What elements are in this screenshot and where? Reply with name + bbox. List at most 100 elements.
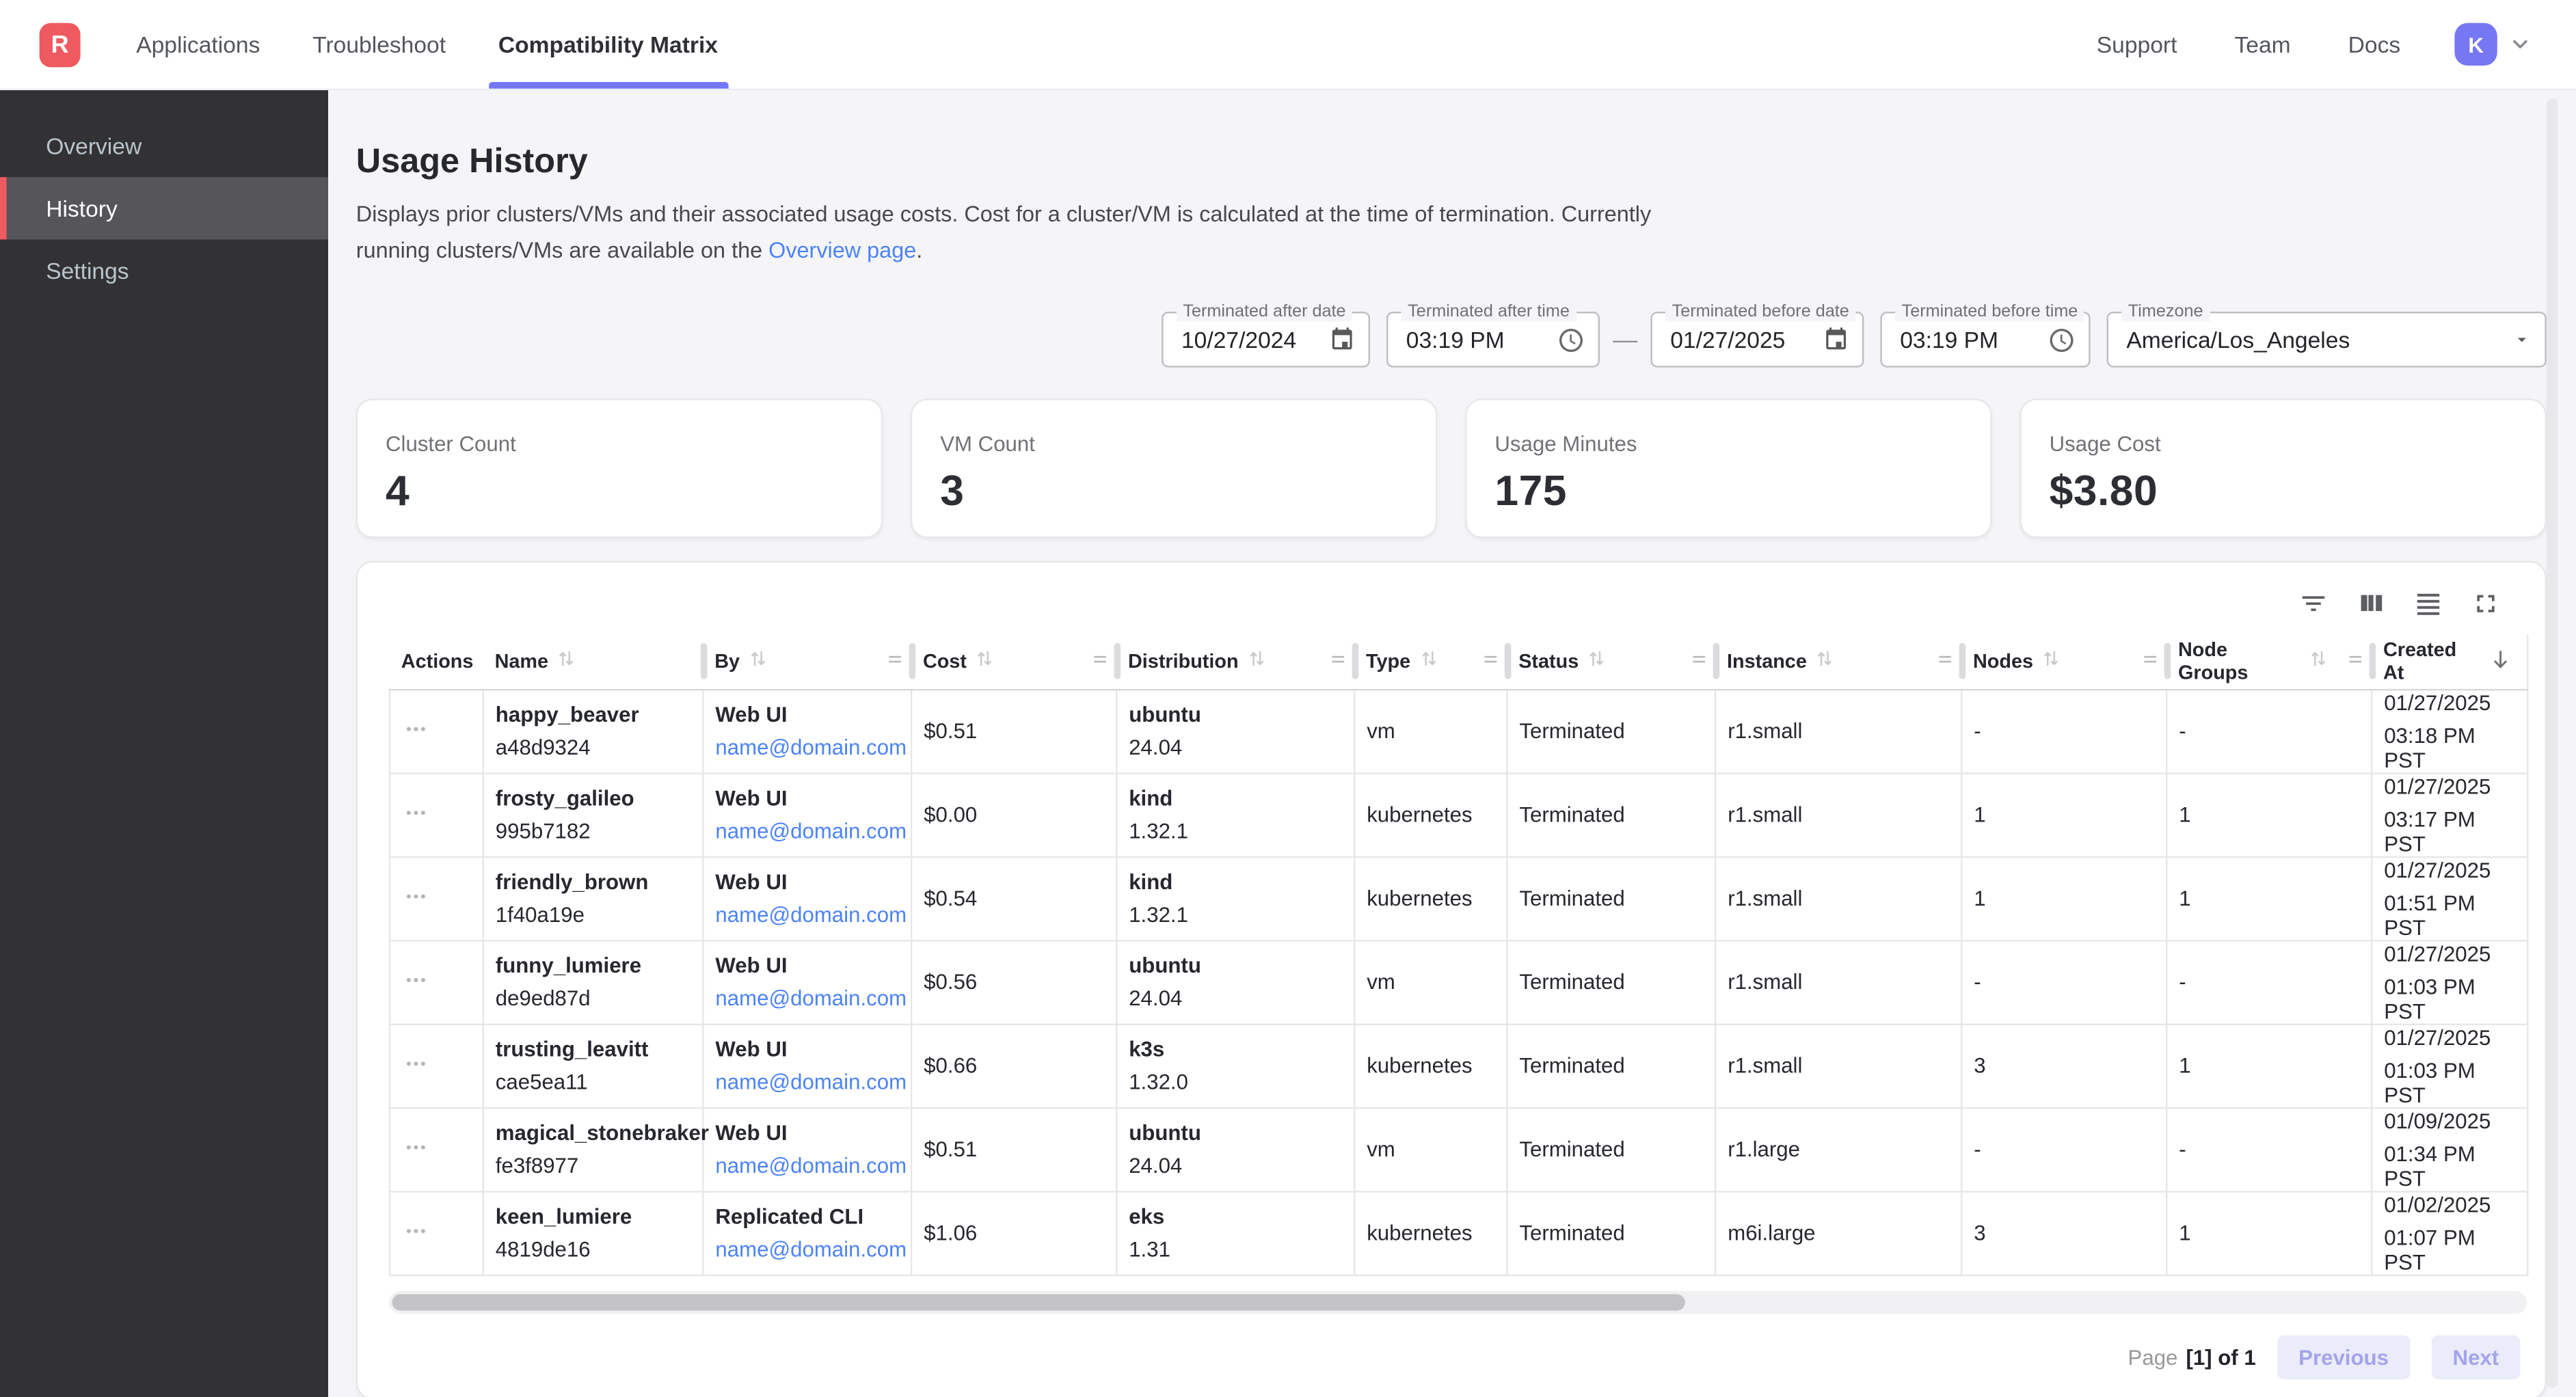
timezone-value[interactable]: America/Los_Angeles (2126, 326, 2350, 353)
column-header-cost[interactable]: Cost (908, 634, 1117, 690)
column-header-distribution[interactable]: Distribution (1113, 634, 1355, 690)
sort-icon[interactable] (975, 649, 995, 675)
sidebar-item-overview[interactable]: Overview (46, 133, 142, 159)
created-by-email-link[interactable]: name@domain.com (715, 1069, 907, 1094)
column-header-instance[interactable]: Instance (1712, 634, 1962, 690)
created-by-email-link[interactable]: name@domain.com (715, 1236, 907, 1262)
column-drag-handle-icon[interactable] (2138, 650, 2160, 673)
sort-icon[interactable] (1815, 649, 1835, 675)
cell-by: Web UI name@domain.com (702, 689, 912, 774)
nav-item-compatibility-matrix[interactable]: Compatibility Matrix (488, 0, 727, 89)
terminated-after-date-input[interactable]: Terminated after date 10/27/2024 (1162, 301, 1371, 368)
created-by-email-link[interactable]: name@domain.com (715, 986, 907, 1011)
column-drag-handle-icon[interactable] (883, 650, 904, 673)
terminated-before-time-input[interactable]: Terminated before time 03:19 PM (1880, 301, 2091, 368)
row-actions-button[interactable] (403, 1135, 428, 1159)
column-drag-handle-icon[interactable] (1479, 650, 1501, 673)
created-date: 01/27/2025 (2384, 1024, 2491, 1049)
row-actions-button[interactable] (403, 800, 428, 824)
chevron-down-icon[interactable] (2509, 33, 2532, 56)
column-header-nodes[interactable]: Nodes (1958, 634, 2167, 690)
terminated-after-date-value[interactable]: 10/27/2024 (1181, 326, 1297, 353)
sidebar-item-history[interactable]: History (0, 177, 329, 240)
table-row: friendly_brown 1f40a19e Web UI name@domain.… (388, 856, 2528, 941)
sort-icon[interactable] (2308, 649, 2328, 675)
nav-item-applications[interactable]: Applications (136, 31, 260, 57)
column-header-label: Cost (923, 650, 967, 673)
cell-actions (388, 1191, 483, 1276)
account-menu[interactable]: K (2454, 23, 2532, 66)
created-by-source: Web UI (715, 869, 788, 894)
terminated-before-date-value[interactable]: 01/27/2025 (1670, 326, 1786, 353)
columns-icon[interactable] (2356, 589, 2385, 619)
page-scrollbar[interactable] (2546, 98, 2558, 1387)
replicated-logo[interactable]: R (39, 22, 81, 67)
row-actions-button[interactable] (403, 716, 428, 741)
overview-page-link[interactable]: Overview page (768, 238, 917, 262)
calendar-icon[interactable] (1329, 327, 1355, 353)
sort-icon[interactable] (748, 649, 768, 675)
created-by-email-link[interactable]: name@domain.com (715, 902, 907, 927)
row-actions-button[interactable] (403, 967, 428, 992)
sort-desc-icon[interactable] (2489, 647, 2512, 675)
column-header-name[interactable]: Name (483, 634, 703, 690)
column-header-status[interactable]: Status (1503, 634, 1716, 690)
cell-created-at: 01/27/2025 01:03 PM PST (2371, 1023, 2528, 1109)
created-by-email-link[interactable]: name@domain.com (715, 818, 907, 843)
sort-icon[interactable] (1419, 649, 1438, 675)
row-actions-button[interactable] (403, 883, 428, 908)
nav-item-team[interactable]: Team (2234, 31, 2291, 57)
nav-item-troubleshoot[interactable]: Troubleshoot (312, 31, 446, 57)
column-header-node-groups[interactable]: Node Groups (2163, 634, 2372, 690)
sort-icon[interactable] (556, 649, 576, 675)
calendar-icon[interactable] (1823, 327, 1849, 353)
cell-status: Terminated (1506, 1023, 1716, 1109)
page-description: Displays prior clusters/VMs and their as… (356, 197, 1678, 269)
created-by-email-link[interactable]: name@domain.com (715, 1153, 907, 1178)
terminated-before-time-value[interactable]: 03:19 PM (1900, 326, 1999, 353)
sort-icon[interactable] (1247, 649, 1267, 675)
nav-item-support[interactable]: Support (2096, 31, 2177, 57)
column-header-label: Created At (2383, 638, 2457, 685)
column-drag-handle-icon[interactable] (1933, 650, 1955, 673)
column-drag-handle-icon[interactable] (2344, 650, 2365, 673)
terminated-after-time-input[interactable]: Terminated after time 03:19 PM (1386, 301, 1600, 368)
dropdown-arrow-icon[interactable] (2512, 329, 2532, 349)
cluster-id: 995b7182 (495, 818, 591, 843)
column-drag-handle-icon[interactable] (1088, 650, 1110, 673)
next-page-button[interactable]: Next (2431, 1334, 2521, 1379)
row-actions-button[interactable] (403, 1050, 428, 1075)
cell-by: Web UI name@domain.com (702, 772, 912, 858)
cell-instance: r1.small (1715, 772, 1962, 858)
cell-instance: r1.small (1715, 856, 1962, 941)
cell-created-at: 01/27/2025 03:17 PM PST (2371, 772, 2528, 858)
terminated-before-date-input[interactable]: Terminated before date 01/27/2025 (1650, 301, 1864, 368)
row-actions-button[interactable] (403, 1218, 428, 1243)
previous-page-button[interactable]: Previous (2277, 1334, 2411, 1379)
cell-type: vm (1354, 1107, 1507, 1192)
cell-by: Replicated CLI name@domain.com (702, 1191, 912, 1276)
terminated-after-time-value[interactable]: 03:19 PM (1406, 326, 1505, 353)
column-header-by[interactable]: By (699, 634, 912, 690)
stat-card-usage-minutes: Usage Minutes 175 (1465, 398, 1992, 539)
cell-node-groups: - (2166, 689, 2372, 774)
column-header-actions: Actions (390, 634, 483, 690)
sidebar-item-settings[interactable]: Settings (46, 257, 129, 284)
timezone-select[interactable]: Timezone America/Los_Angeles (2106, 301, 2547, 368)
sort-icon[interactable] (2041, 649, 2061, 675)
clock-icon[interactable] (1557, 325, 1585, 353)
column-drag-handle-icon[interactable] (1687, 650, 1708, 673)
density-icon[interactable] (2413, 589, 2443, 619)
column-drag-handle-icon[interactable] (1326, 650, 1347, 673)
nav-item-docs[interactable]: Docs (2348, 31, 2401, 57)
sort-icon[interactable] (1587, 649, 1607, 675)
column-header-type[interactable]: Type (1351, 634, 1507, 690)
clock-icon[interactable] (2048, 325, 2076, 353)
column-header-created-at[interactable]: Created At (2368, 634, 2528, 690)
avatar[interactable]: K (2454, 23, 2497, 66)
created-by-email-link[interactable]: name@domain.com (715, 735, 907, 760)
horizontal-scrollbar-thumb[interactable] (392, 1293, 1686, 1310)
filter-icon[interactable] (2298, 589, 2328, 619)
fullscreen-icon[interactable] (2471, 589, 2500, 619)
nav-right: Support Team Docs K (2097, 23, 2576, 66)
